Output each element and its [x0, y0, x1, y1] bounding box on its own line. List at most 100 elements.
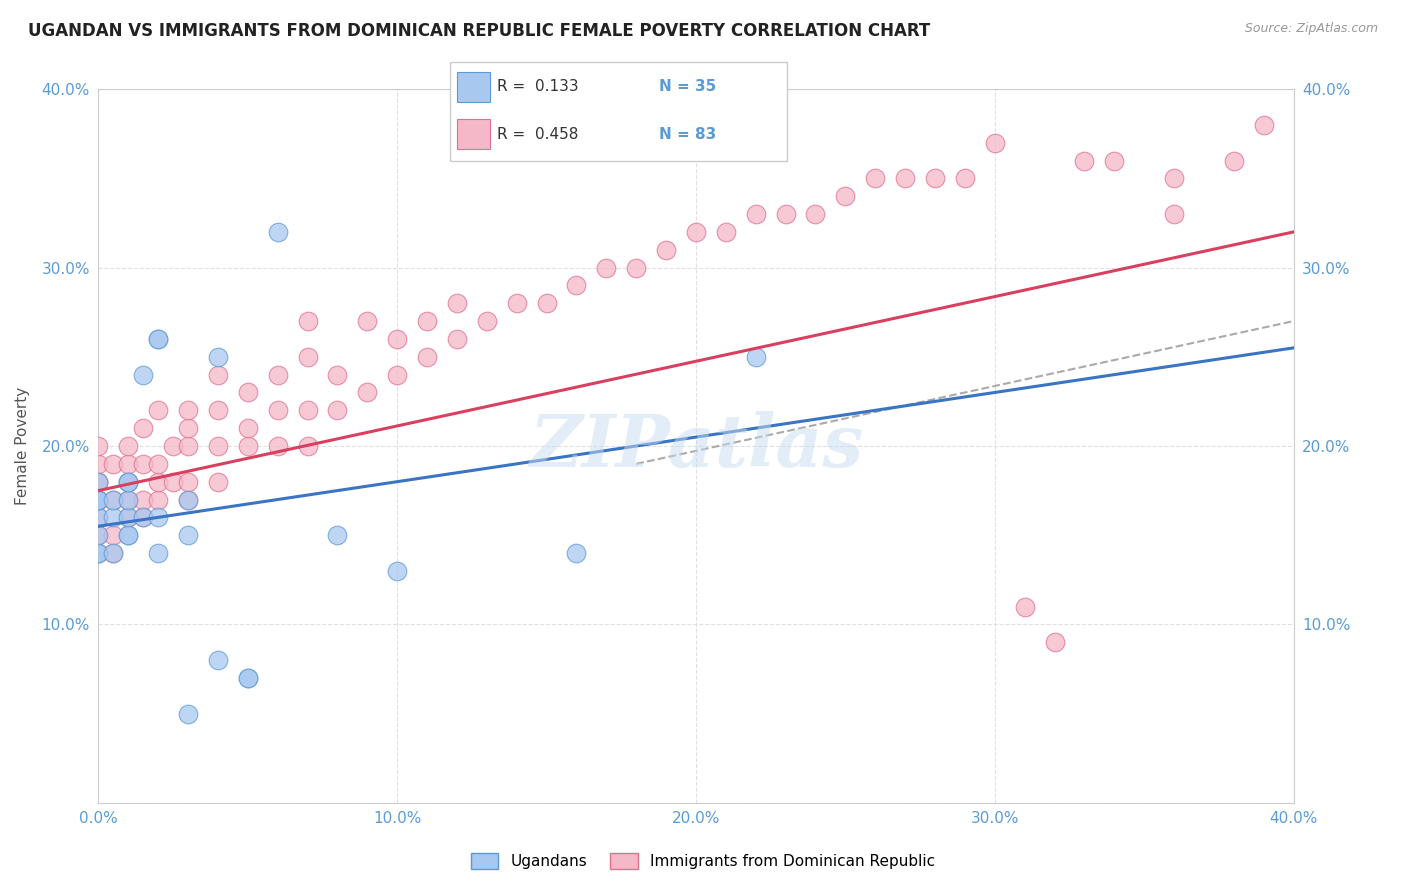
Point: [326, 528, 349, 542]
Text: R =  0.133: R = 0.133: [498, 79, 579, 95]
Point: [506, 296, 529, 310]
Point: [565, 546, 588, 560]
Point: [148, 332, 170, 346]
Point: [117, 475, 139, 489]
Y-axis label: Female Poverty: Female Poverty: [15, 387, 31, 505]
Point: [87, 492, 110, 507]
Point: [775, 207, 797, 221]
Point: [87, 546, 110, 560]
Point: [1104, 153, 1126, 168]
Point: [87, 457, 110, 471]
Point: [177, 439, 200, 453]
Point: [103, 510, 125, 524]
Point: [655, 243, 678, 257]
Point: [416, 350, 439, 364]
Point: [117, 439, 139, 453]
Point: [177, 475, 200, 489]
Point: [87, 510, 110, 524]
Point: [416, 314, 439, 328]
Point: [148, 475, 170, 489]
Point: [132, 457, 155, 471]
Point: [1163, 171, 1185, 186]
Point: [207, 653, 229, 667]
Point: [117, 457, 139, 471]
Text: N = 35: N = 35: [659, 79, 717, 95]
Point: [87, 492, 110, 507]
Point: [326, 368, 349, 382]
Point: [207, 350, 229, 364]
Point: [714, 225, 737, 239]
Point: [236, 421, 259, 435]
Point: [804, 207, 827, 221]
Point: [148, 510, 170, 524]
Point: [267, 368, 290, 382]
Point: [132, 510, 155, 524]
Point: [924, 171, 946, 186]
Point: [267, 225, 290, 239]
Point: [745, 350, 768, 364]
Point: [267, 439, 290, 453]
Point: [565, 278, 588, 293]
Point: [87, 546, 110, 560]
Point: [132, 421, 155, 435]
Point: [87, 510, 110, 524]
Point: [297, 350, 319, 364]
Point: [236, 439, 259, 453]
Point: [103, 546, 125, 560]
Point: [984, 136, 1007, 150]
Point: [236, 385, 259, 400]
Text: R =  0.458: R = 0.458: [498, 127, 578, 142]
Point: [595, 260, 617, 275]
Point: [177, 706, 200, 721]
Point: [87, 528, 110, 542]
Point: [177, 421, 200, 435]
Point: [103, 492, 125, 507]
Point: [103, 528, 125, 542]
Point: [385, 564, 409, 578]
Text: ZIPatlas: ZIPatlas: [529, 410, 863, 482]
Point: [626, 260, 648, 275]
Point: [148, 403, 170, 417]
Point: [1014, 599, 1036, 614]
Point: [117, 528, 139, 542]
Point: [236, 671, 259, 685]
Point: [267, 403, 290, 417]
Point: [132, 510, 155, 524]
Point: [953, 171, 976, 186]
Point: [865, 171, 887, 186]
Point: [1163, 207, 1185, 221]
Point: [207, 368, 229, 382]
Text: Source: ZipAtlas.com: Source: ZipAtlas.com: [1244, 22, 1378, 36]
Point: [117, 528, 139, 542]
Point: [103, 546, 125, 560]
Point: [356, 314, 378, 328]
Point: [87, 439, 110, 453]
Point: [87, 475, 110, 489]
Point: [685, 225, 707, 239]
Text: UGANDAN VS IMMIGRANTS FROM DOMINICAN REPUBLIC FEMALE POVERTY CORRELATION CHART: UGANDAN VS IMMIGRANTS FROM DOMINICAN REP…: [28, 22, 931, 40]
Point: [297, 314, 319, 328]
Point: [297, 439, 319, 453]
Point: [385, 368, 409, 382]
Point: [148, 546, 170, 560]
Point: [148, 332, 170, 346]
Text: N = 83: N = 83: [659, 127, 717, 142]
Point: [446, 296, 468, 310]
Point: [103, 492, 125, 507]
Point: [834, 189, 856, 203]
Point: [385, 332, 409, 346]
Point: [117, 492, 139, 507]
Point: [87, 492, 110, 507]
Point: [148, 492, 170, 507]
Point: [207, 475, 229, 489]
Point: [236, 671, 259, 685]
Point: [103, 457, 125, 471]
Point: [177, 528, 200, 542]
Point: [207, 439, 229, 453]
Point: [475, 314, 498, 328]
Point: [177, 492, 200, 507]
Point: [446, 332, 468, 346]
Point: [132, 492, 155, 507]
Point: [207, 403, 229, 417]
Point: [132, 368, 155, 382]
